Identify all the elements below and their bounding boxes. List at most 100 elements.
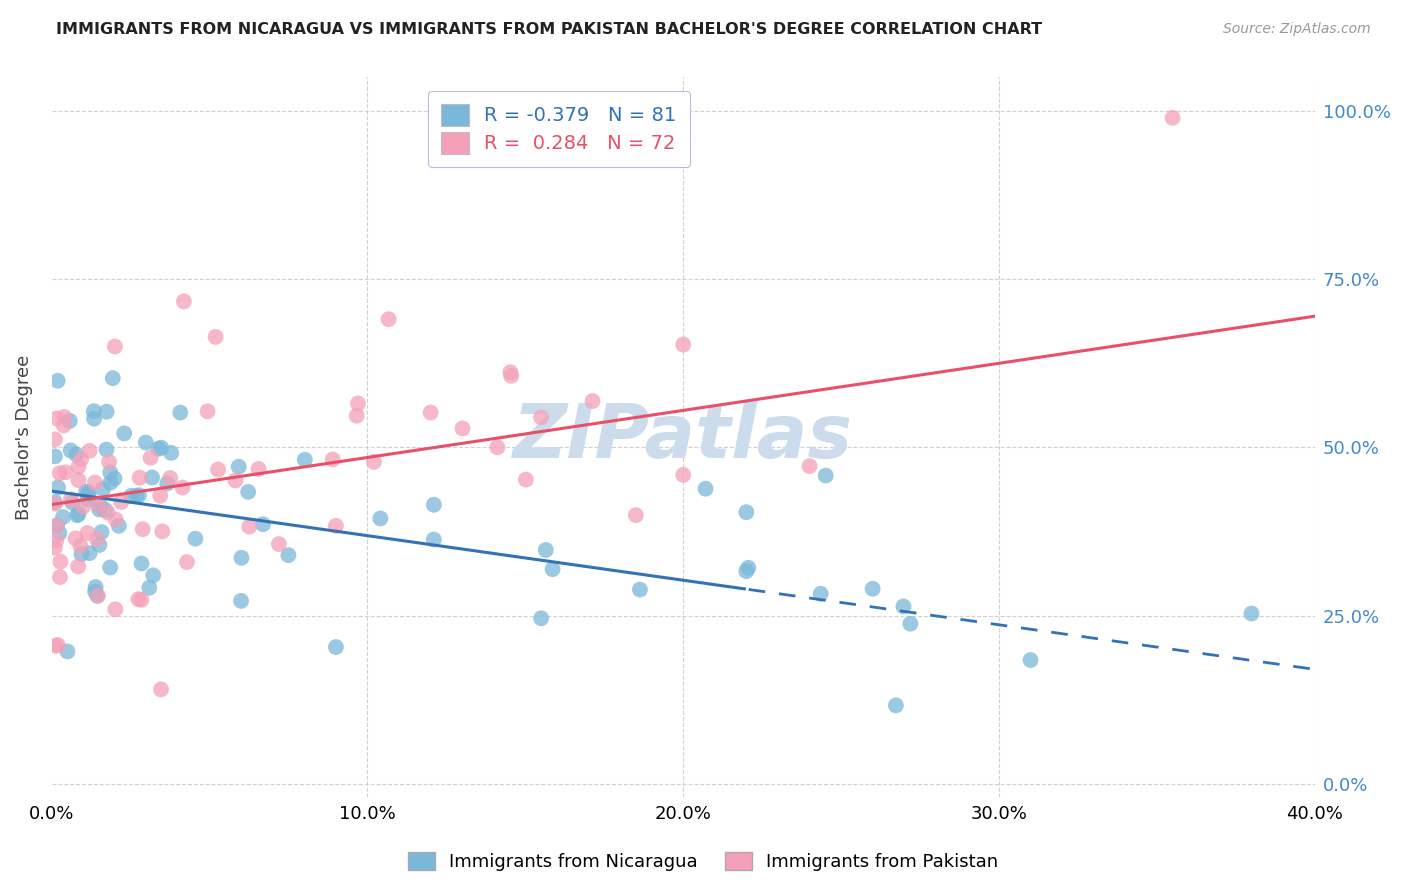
Point: [67, 473, 90, 487]
Point: [79, 443, 101, 458]
Point: [207, 462, 229, 476]
Point: [159, 471, 181, 485]
Point: [695, 482, 717, 496]
Point: [120, 489, 142, 503]
Point: [148, 442, 170, 456]
Point: [67, 507, 90, 521]
Point: [581, 394, 603, 409]
Point: [100, 475, 122, 490]
Point: [75, 484, 97, 499]
Point: [184, 532, 207, 546]
Point: [79, 546, 101, 560]
Point: [127, 592, 149, 607]
Point: [1019, 653, 1042, 667]
Point: [110, 495, 132, 509]
Point: [370, 511, 392, 525]
Point: [96, 405, 118, 419]
Point: [347, 396, 370, 410]
Point: [451, 421, 474, 435]
Point: [55, 465, 77, 479]
Point: [423, 533, 446, 547]
Point: [83, 404, 105, 418]
Point: [77, 485, 100, 500]
Point: [76, 492, 98, 507]
Point: [814, 468, 837, 483]
Point: [515, 473, 537, 487]
Text: ZIPatlas: ZIPatlas: [513, 401, 853, 474]
Point: [112, 426, 135, 441]
Point: [49, 555, 72, 569]
Point: [238, 484, 260, 499]
Point: [69, 539, 91, 553]
Point: [89, 538, 111, 552]
Point: [45, 533, 67, 548]
Point: [135, 435, 157, 450]
Point: [125, 489, 148, 503]
Point: [419, 405, 441, 419]
Text: Source: ZipAtlas.com: Source: ZipAtlas.com: [1223, 22, 1371, 37]
Point: [799, 459, 821, 474]
Y-axis label: Bachelor's Degree: Bachelor's Degree: [15, 355, 32, 520]
Point: [44, 433, 66, 447]
Point: [59, 443, 82, 458]
Point: [898, 616, 921, 631]
Point: [108, 519, 131, 533]
Point: [49, 570, 72, 584]
Point: [1240, 607, 1263, 621]
Point: [377, 312, 399, 326]
Text: IMMIGRANTS FROM NICARAGUA VS IMMIGRANTS FROM PAKISTAN BACHELOR'S DEGREE CORRELAT: IMMIGRANTS FROM NICARAGUA VS IMMIGRANTS …: [56, 22, 1042, 37]
Point: [128, 471, 150, 485]
Point: [46, 518, 69, 533]
Point: [131, 522, 153, 536]
Point: [52, 418, 75, 433]
Point: [862, 582, 884, 596]
Point: [423, 498, 446, 512]
Point: [84, 580, 107, 594]
Point: [70, 547, 93, 561]
Point: [44, 497, 66, 511]
Point: [98, 466, 121, 480]
Point: [346, 409, 368, 423]
Point: [44, 495, 66, 509]
Point: [294, 452, 316, 467]
Point: [252, 517, 274, 532]
Point: [67, 559, 90, 574]
Point: [229, 594, 252, 608]
Point: [204, 330, 226, 344]
Point: [247, 462, 270, 476]
Point: [138, 581, 160, 595]
Point: [530, 611, 553, 625]
Point: [86, 589, 108, 603]
Point: [267, 537, 290, 551]
Legend: Immigrants from Nicaragua, Immigrants from Pakistan: Immigrants from Nicaragua, Immigrants fr…: [401, 845, 1005, 879]
Point: [97, 505, 120, 519]
Point: [810, 587, 832, 601]
Point: [141, 470, 163, 484]
Point: [101, 371, 124, 385]
Point: [62, 496, 84, 510]
Point: [624, 508, 647, 523]
Point: [530, 410, 553, 425]
Point: [59, 414, 82, 428]
Point: [499, 365, 522, 379]
Point: [44, 541, 66, 555]
Point: [322, 452, 344, 467]
Point: [735, 564, 758, 578]
Point: [46, 638, 69, 652]
Point: [45, 411, 67, 425]
Point: [150, 682, 173, 697]
Point: [83, 411, 105, 425]
Point: [150, 441, 173, 455]
Point: [169, 406, 191, 420]
Point: [156, 476, 179, 491]
Point: [94, 503, 117, 517]
Point: [628, 582, 651, 597]
Point: [172, 481, 194, 495]
Point: [72, 500, 94, 514]
Point: [98, 560, 121, 574]
Point: [325, 519, 347, 533]
Point: [150, 524, 173, 539]
Point: [534, 543, 557, 558]
Point: [884, 698, 907, 713]
Point: [104, 339, 127, 353]
